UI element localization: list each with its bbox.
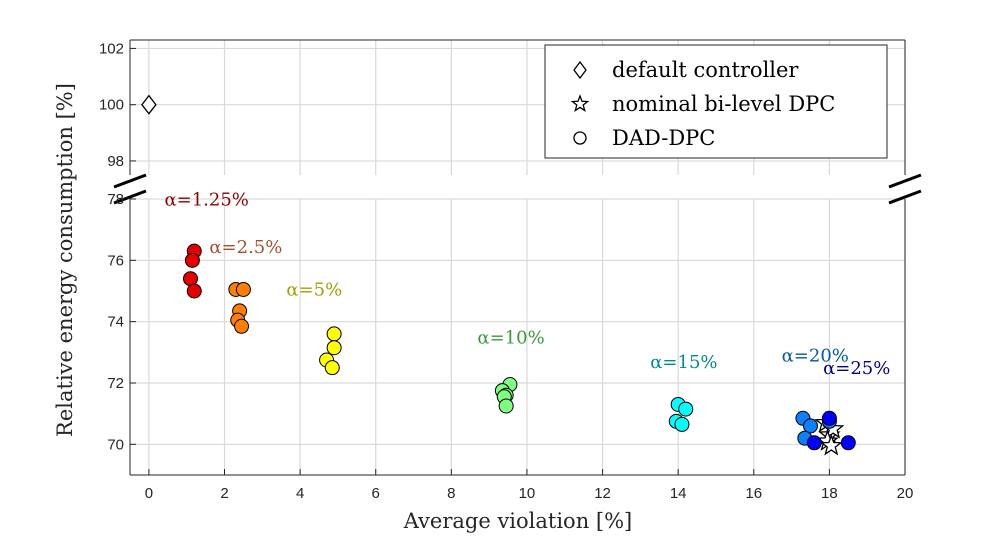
nominal-dpc-point [820,434,843,456]
dad-dpc-point [234,318,250,334]
x-tick-label: 6 [372,485,380,502]
annotation-layer: α=1.25% α=2.5% α=5% α=10% α=15% α=20%α=25% [164,189,890,379]
dad-dpc-point [840,435,856,451]
cluster-label: α=15% [650,352,717,373]
dad-dpc-point [184,252,200,268]
dad-dpc-point [186,283,202,299]
y-tick-label: 70 [107,436,124,453]
dad-dpc-point [326,340,342,356]
legend-marker-diamond [573,60,587,80]
x-tick-label: 16 [745,485,762,502]
legend-box [544,44,888,159]
legend-markers [570,60,590,145]
dad-dpc-point [235,281,251,297]
y-tick-label: 72 [107,375,124,392]
dad-dpc-point [324,360,340,376]
x-tick-label: 4 [296,485,304,502]
legend: default controller nominal bi-level DPC … [544,44,888,159]
y-tick-label: 74 [107,314,124,331]
axis-break-mark-left-bottom [113,189,147,205]
y-tick-label: 76 [107,252,124,269]
default-controller-point [141,94,157,115]
x-axis-label: Average violation [%] [403,509,633,533]
dad-dpc-point [498,398,514,414]
x-tick-label: 10 [519,485,536,502]
cluster-label: α=1.25% [164,189,248,210]
x-tick-label: 14 [670,485,687,502]
legend-label-default-controller: default controller [612,58,799,82]
axis-break-mark-left-top [113,173,147,189]
cluster-label: α=10% [477,327,544,348]
dad-dpc-point [674,416,690,432]
cluster-label: α=20% [782,346,849,367]
frame-layer [113,39,922,476]
point-layer [141,94,856,456]
y-tick-label: 100 [99,97,124,114]
x-tick-label: 20 [897,485,914,502]
tick-layer: 0 2 4 6 8 10 12 14 16 18 20 70 72 74 76 78 98 100 102 [99,40,913,502]
x-tick-label: 0 [145,485,153,502]
dad-dpc-point [326,326,342,342]
dad-dpc-point [821,410,837,426]
cluster-label: α=25% [823,358,890,379]
x-tick-label: 12 [594,485,611,502]
legend-marker-star [570,94,590,112]
dad-dpc-point [802,418,818,434]
legend-label-dad-dpc: DAD-DPC [612,126,715,150]
axis-break-mark-right-bottom [888,189,922,205]
cluster-label: α=2.5% [209,237,282,258]
x-tick-label: 18 [821,485,838,502]
x-tick-label: 8 [447,485,455,502]
legend-label-nominal-bilevel-dpc: nominal bi-level DPC [612,92,835,116]
axis-break-mark-right-top [888,173,922,189]
dad-dpc-point [678,401,694,417]
y-axis-label: Relative energy consumption [%] [53,83,77,437]
x-tick-label: 2 [220,485,228,502]
y-tick-label: 78 [107,191,124,208]
y-tick-label: 102 [99,40,124,57]
legend-marker-circle [573,131,587,145]
y-tick-label: 98 [107,153,124,170]
dad-dpc-point [806,435,822,451]
cluster-label: α=5% [286,280,342,301]
